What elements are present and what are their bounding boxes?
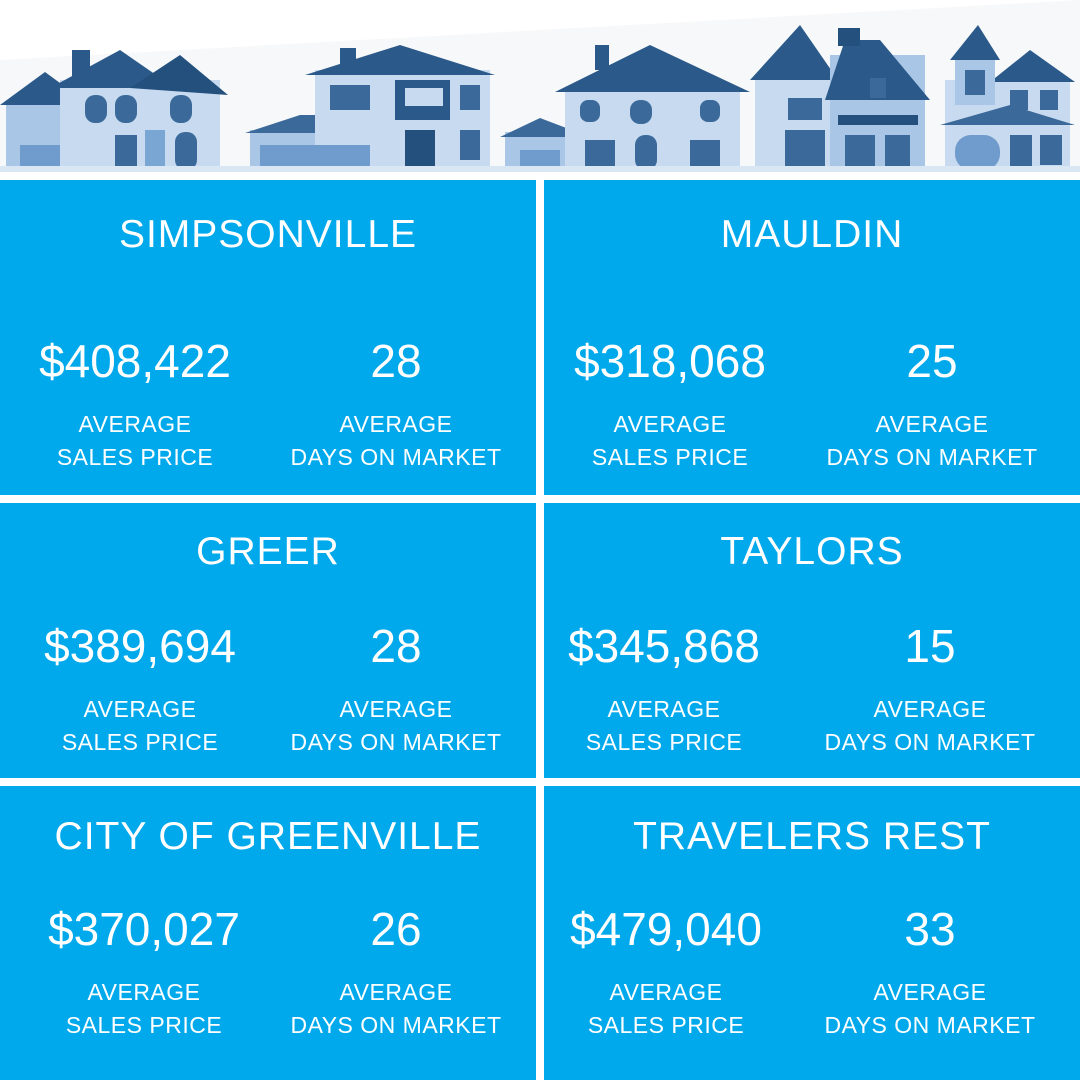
days-label-line2: DAYS ON MARKET	[290, 729, 502, 755]
days-label-line2: DAYS ON MARKET	[826, 444, 1038, 470]
price-stat: $345,868 AVERAGE SALES PRICE	[534, 621, 794, 759]
price-label-line2: SALES PRICE	[61, 729, 219, 755]
days-label-line2: DAYS ON MARKET	[290, 444, 502, 470]
days-label-line1: AVERAGE	[339, 696, 453, 722]
days-label-line1: AVERAGE	[339, 411, 453, 437]
city-name: GREER	[196, 530, 340, 573]
price-stat: $479,040 AVERAGE SALES PRICE	[536, 904, 796, 1042]
average-days-on-market-value: 33	[904, 903, 956, 955]
days-label-line2: DAYS ON MARKET	[290, 1012, 502, 1038]
average-sales-price-value: $479,040	[570, 903, 762, 955]
panel-mauldin: MAULDIN $318,068 AVERAGE SALES PRICE 25 …	[544, 180, 1080, 495]
average-sales-price-value: $370,027	[48, 903, 240, 955]
average-days-on-market-value: 26	[370, 903, 422, 955]
city-stats-grid: SIMPSONVILLE $408,422 AVERAGE SALES PRIC…	[0, 172, 1080, 1080]
days-label-line1: AVERAGE	[873, 979, 987, 1005]
price-label-line1: AVERAGE	[78, 411, 192, 437]
average-sales-price-value: $408,422	[39, 335, 231, 387]
houses-icon	[0, 0, 1080, 172]
days-label-line2: DAYS ON MARKET	[824, 729, 1036, 755]
city-name: MAULDIN	[720, 213, 904, 256]
price-label-line2: SALES PRICE	[587, 1012, 745, 1038]
house-1-icon	[0, 50, 228, 170]
panel-taylors: TAYLORS $345,868 AVERAGE SALES PRICE 15 …	[544, 503, 1080, 778]
price-stat: $408,422 AVERAGE SALES PRICE	[5, 336, 265, 474]
days-label-line1: AVERAGE	[873, 696, 987, 722]
price-label-line1: AVERAGE	[607, 696, 721, 722]
days-stat: 15 AVERAGE DAYS ON MARKET	[800, 621, 1060, 759]
panel-greer: GREER $389,694 AVERAGE SALES PRICE 28 AV…	[0, 503, 536, 778]
price-stat: $389,694 AVERAGE SALES PRICE	[10, 621, 270, 759]
price-label-line2: SALES PRICE	[56, 444, 214, 470]
average-days-on-market-value: 25	[906, 335, 958, 387]
price-stat: $370,027 AVERAGE SALES PRICE	[14, 904, 274, 1042]
panel-travelers-rest: TRAVELERS REST $479,040 AVERAGE SALES PR…	[544, 786, 1080, 1080]
city-name: SIMPSONVILLE	[118, 213, 418, 256]
price-stat: $318,068 AVERAGE SALES PRICE	[540, 336, 800, 474]
days-label-line2: DAYS ON MARKET	[824, 1012, 1036, 1038]
price-label-line1: AVERAGE	[87, 979, 201, 1005]
average-sales-price-value: $389,694	[44, 620, 236, 672]
house-3-icon	[500, 45, 750, 170]
price-label-line2: SALES PRICE	[585, 729, 743, 755]
days-stat: 33 AVERAGE DAYS ON MARKET	[800, 904, 1060, 1042]
house-2-icon	[245, 45, 495, 170]
house-4-icon	[750, 25, 930, 170]
average-sales-price-value: $345,868	[568, 620, 760, 672]
days-label-line1: AVERAGE	[339, 979, 453, 1005]
price-label-line1: AVERAGE	[83, 696, 197, 722]
days-stat: 28 AVERAGE DAYS ON MARKET	[266, 621, 526, 759]
average-days-on-market-value: 28	[370, 620, 422, 672]
days-label-line1: AVERAGE	[875, 411, 989, 437]
house-5-icon	[940, 25, 1075, 170]
city-name: CITY OF GREENVILLE	[54, 815, 482, 858]
price-label-line1: AVERAGE	[613, 411, 727, 437]
days-stat: 26 AVERAGE DAYS ON MARKET	[266, 904, 526, 1042]
average-sales-price-value: $318,068	[574, 335, 766, 387]
panel-simpsonville: SIMPSONVILLE $408,422 AVERAGE SALES PRIC…	[0, 180, 536, 495]
panel-city-of-greenville: CITY OF GREENVILLE $370,027 AVERAGE SALE…	[0, 786, 536, 1080]
city-name: TRAVELERS REST	[633, 815, 991, 858]
header-illustration	[0, 0, 1080, 172]
average-days-on-market-value: 28	[370, 335, 422, 387]
average-days-on-market-value: 15	[904, 620, 956, 672]
city-name: TAYLORS	[720, 530, 904, 573]
price-label-line1: AVERAGE	[609, 979, 723, 1005]
price-label-line2: SALES PRICE	[65, 1012, 223, 1038]
days-stat: 28 AVERAGE DAYS ON MARKET	[266, 336, 526, 474]
price-label-line2: SALES PRICE	[591, 444, 749, 470]
days-stat: 25 AVERAGE DAYS ON MARKET	[802, 336, 1062, 474]
